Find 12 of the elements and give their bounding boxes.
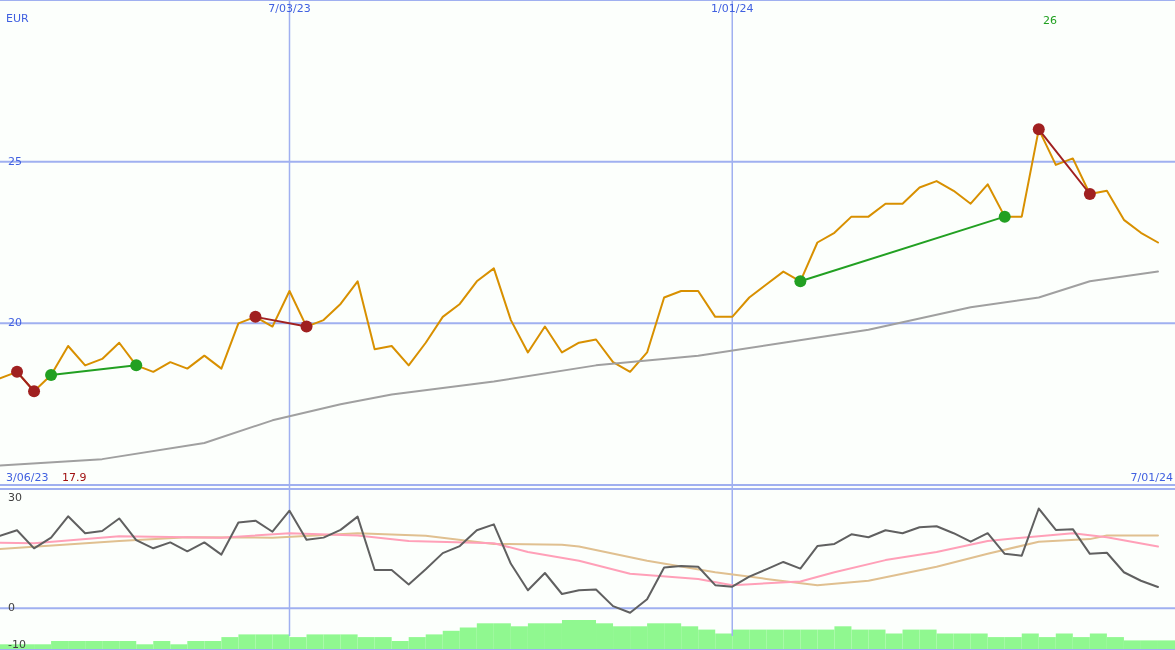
annotation: 7/01/24 bbox=[1130, 471, 1173, 484]
y-tick-label: 0 bbox=[8, 601, 15, 615]
x-tick-label: 1/01/24 bbox=[711, 2, 754, 15]
y-axis-title: EUR bbox=[6, 12, 29, 25]
y-tick-label: 20 bbox=[8, 316, 22, 330]
annotation: 17.9 bbox=[62, 471, 87, 484]
y-tick-label: 30 bbox=[8, 490, 22, 504]
annotation: 3/06/23 bbox=[6, 471, 49, 484]
annotation: 26 bbox=[1043, 14, 1057, 27]
y-tick-label: 25 bbox=[8, 154, 22, 168]
y-tick-label: -10 bbox=[8, 638, 26, 650]
x-tick-label: 7/03/23 bbox=[268, 2, 311, 15]
